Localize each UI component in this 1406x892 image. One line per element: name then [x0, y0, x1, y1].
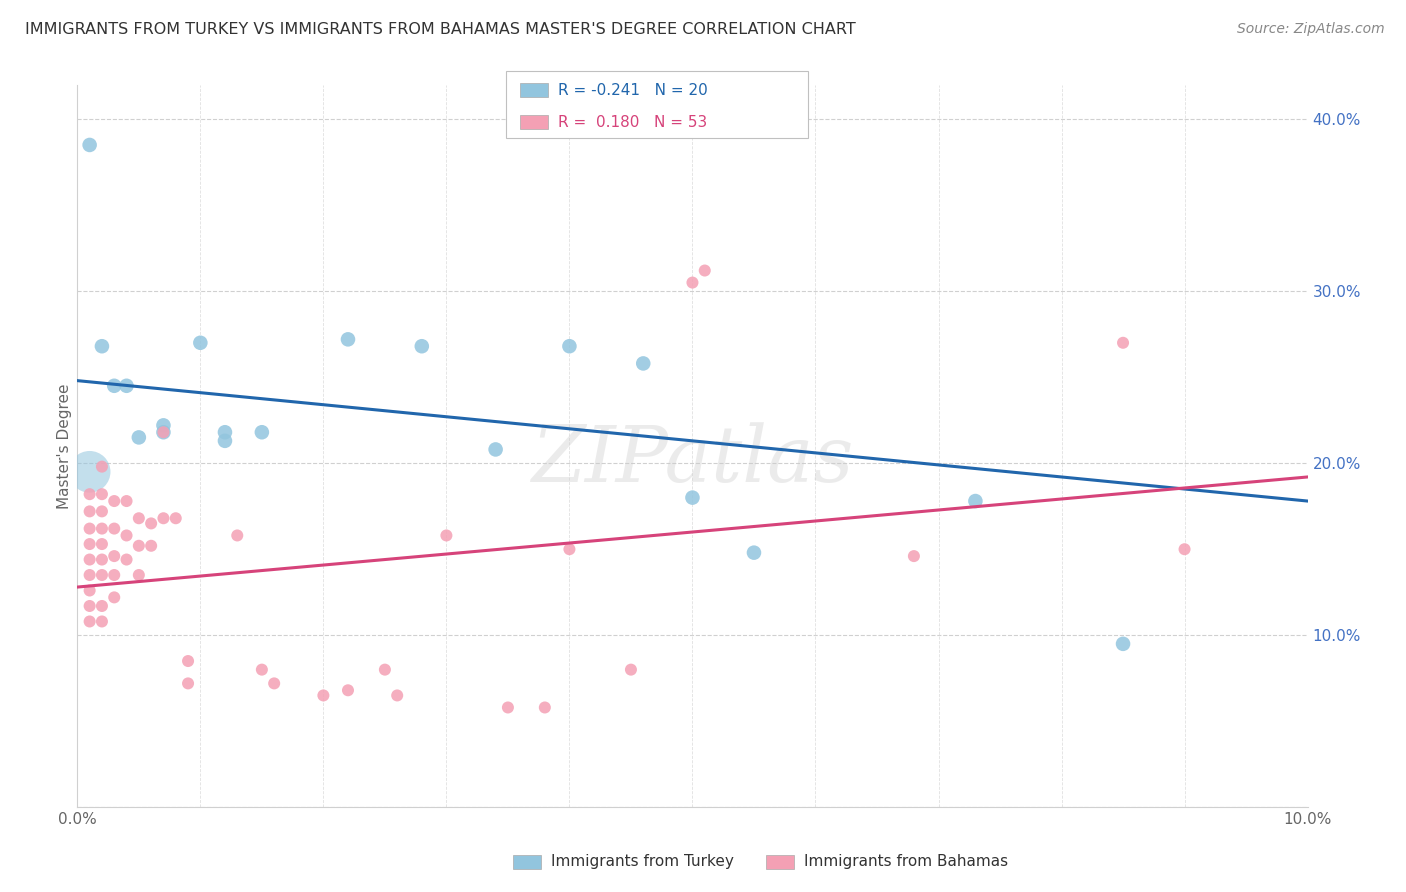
Text: R = -0.241   N = 20: R = -0.241 N = 20 — [558, 83, 709, 97]
Point — [263, 676, 285, 690]
Point — [128, 430, 150, 444]
Point — [693, 263, 716, 277]
Point — [1112, 335, 1135, 350]
Point — [558, 339, 581, 353]
Point — [620, 663, 643, 677]
Point — [79, 615, 101, 629]
Point — [374, 663, 396, 677]
Point — [152, 425, 174, 440]
Point — [79, 465, 101, 479]
Point — [165, 511, 187, 525]
Text: Immigrants from Turkey: Immigrants from Turkey — [551, 855, 734, 869]
Point — [128, 539, 150, 553]
Point — [90, 552, 114, 566]
Point — [79, 138, 101, 153]
Point — [214, 434, 236, 448]
Text: IMMIGRANTS FROM TURKEY VS IMMIGRANTS FROM BAHAMAS MASTER'S DEGREE CORRELATION CH: IMMIGRANTS FROM TURKEY VS IMMIGRANTS FRO… — [25, 22, 856, 37]
Point — [79, 552, 101, 566]
Point — [128, 511, 150, 525]
Point — [79, 522, 101, 536]
Y-axis label: Master's Degree: Master's Degree — [56, 384, 72, 508]
Point — [177, 676, 200, 690]
Point — [79, 568, 101, 582]
Point — [79, 504, 101, 518]
Point — [79, 599, 101, 613]
Point — [90, 459, 114, 474]
Point — [79, 537, 101, 551]
Text: ZIPatlas: ZIPatlas — [531, 422, 853, 499]
Point — [90, 537, 114, 551]
Point — [337, 332, 360, 346]
Point — [79, 487, 101, 501]
Point — [103, 591, 125, 605]
Point — [214, 425, 236, 440]
Point — [103, 568, 125, 582]
Point — [385, 689, 409, 703]
Point — [1174, 542, 1197, 557]
Point — [115, 552, 138, 566]
Point — [152, 418, 174, 433]
Point — [115, 379, 138, 393]
Point — [128, 568, 150, 582]
Point — [152, 511, 174, 525]
Point — [742, 546, 765, 560]
Point — [411, 339, 433, 353]
Text: R =  0.180   N = 53: R = 0.180 N = 53 — [558, 115, 707, 129]
Point — [141, 539, 163, 553]
Point — [485, 442, 508, 457]
Point — [534, 700, 557, 714]
Point — [188, 335, 212, 350]
Point — [250, 425, 273, 440]
Point — [152, 425, 174, 440]
Point — [312, 689, 335, 703]
Point — [250, 663, 273, 677]
Point — [633, 356, 655, 370]
Point — [903, 549, 925, 563]
Point — [90, 599, 114, 613]
Point — [1112, 637, 1135, 651]
Point — [436, 528, 458, 542]
Point — [90, 504, 114, 518]
Point — [103, 522, 125, 536]
Point — [90, 522, 114, 536]
Point — [115, 494, 138, 508]
Point — [90, 487, 114, 501]
Point — [965, 494, 987, 508]
Point — [90, 339, 114, 353]
Point — [337, 683, 360, 698]
Point — [90, 615, 114, 629]
Point — [103, 379, 125, 393]
Point — [558, 542, 581, 557]
Point — [103, 549, 125, 563]
Point — [682, 276, 704, 290]
Point — [177, 654, 200, 668]
Point — [103, 494, 125, 508]
Point — [496, 700, 519, 714]
Point — [141, 516, 163, 531]
Point — [90, 568, 114, 582]
Point — [79, 583, 101, 598]
Text: Immigrants from Bahamas: Immigrants from Bahamas — [804, 855, 1008, 869]
Text: Source: ZipAtlas.com: Source: ZipAtlas.com — [1237, 22, 1385, 37]
Point — [115, 528, 138, 542]
Point — [682, 491, 704, 505]
Point — [226, 528, 249, 542]
